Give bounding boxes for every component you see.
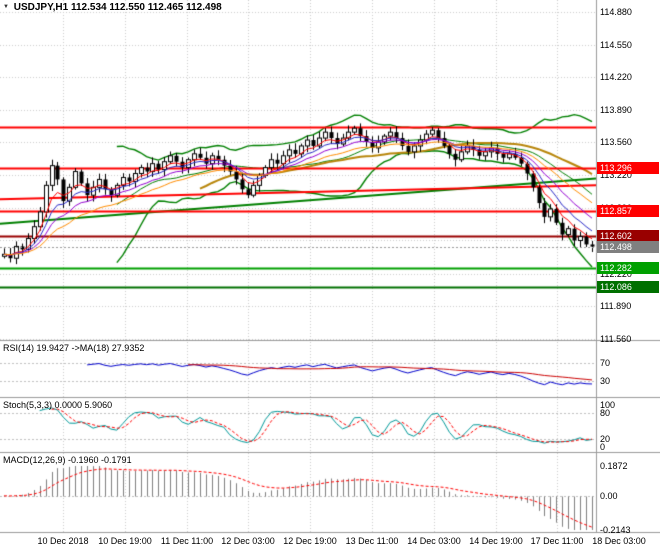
rsi-indicator-label: RSI(14) 19.9427 ->MA(18) 27.9352: [3, 343, 145, 353]
symbol-timeframe-label: USDJPY,H1: [13, 2, 69, 13]
ohlc-quote-values: 112.534 112.550 112.465 112.498: [70, 2, 222, 13]
macd-indicator-label: MACD(12,26,9) -0.1960 -0.1791: [3, 455, 132, 465]
chart-header: ▼ USDJPY,H1 112.534 112.550 112.465 112.…: [3, 2, 222, 13]
chart-marker-icon: ▼: [3, 4, 9, 10]
stoch-indicator-label: Stoch(5,3,3) 0.0000 5.9060: [3, 400, 113, 410]
